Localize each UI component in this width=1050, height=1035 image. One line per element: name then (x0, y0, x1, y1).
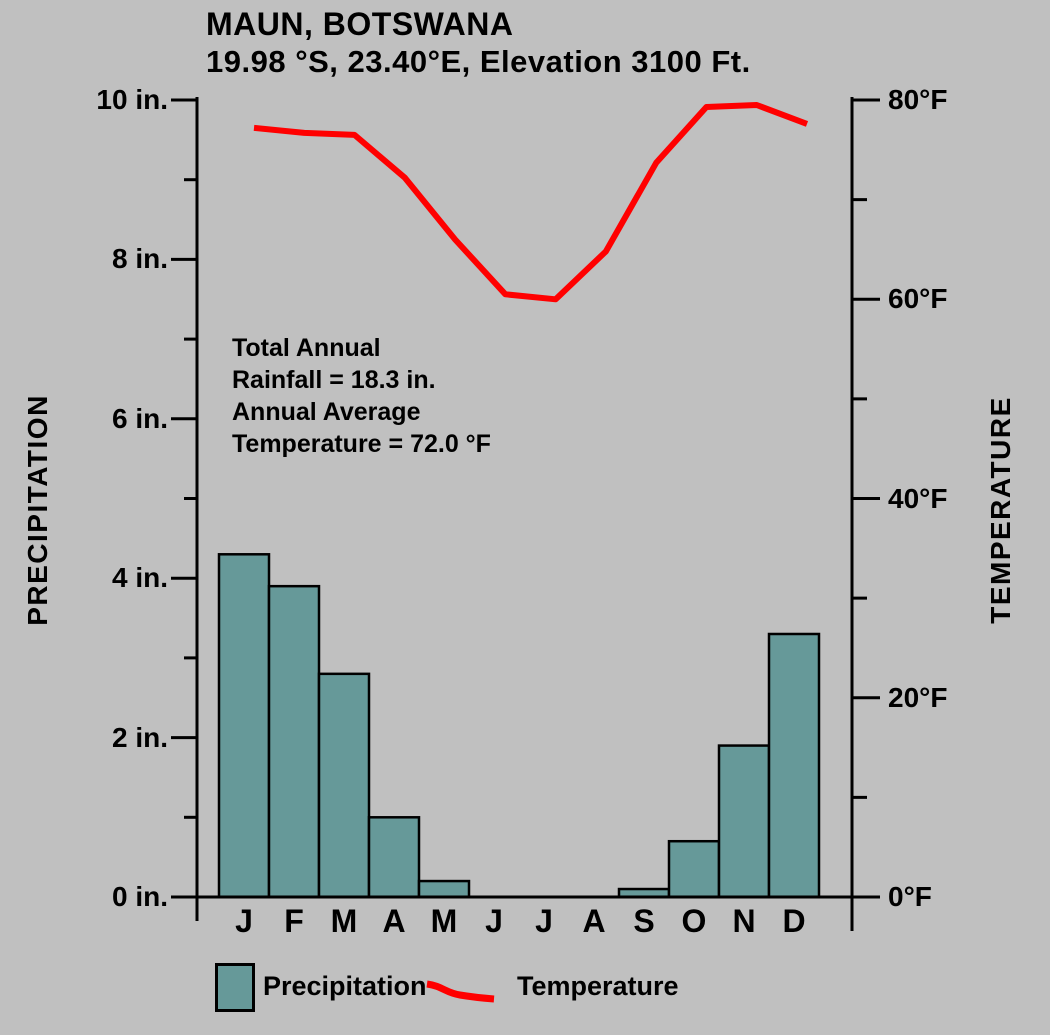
month-label: J (535, 903, 553, 939)
month-label: M (330, 903, 358, 939)
annotation-line: Annual Average (232, 398, 421, 426)
temperature-line (253, 102, 809, 303)
right-tick-label: 60°F (888, 283, 948, 315)
month-label: O (681, 903, 707, 939)
precip-bar (417, 879, 471, 899)
month-label: J (235, 903, 253, 939)
temperature-swatch-line (426, 980, 495, 1003)
left-tick-label: 10 in. (96, 84, 168, 115)
annotation-line: Total Annual (232, 334, 381, 362)
precip-bar (317, 672, 371, 899)
month-label: M (430, 903, 458, 939)
precipitation-swatch (215, 963, 255, 1012)
right-tick-label: 20°F (888, 681, 948, 713)
annotation-line: Temperature = 72.0 °F (232, 430, 491, 458)
precip-bar (367, 816, 421, 899)
month-label: A (582, 903, 606, 939)
left-tick-label: 8 in. (111, 243, 168, 275)
precip-bar (267, 584, 321, 899)
right-tick-label: 0°F (888, 881, 932, 912)
page-title: MAUN, BOTSWANA (206, 6, 514, 42)
month-label: J (485, 903, 503, 939)
left-tick-label: 0 in. (111, 881, 168, 912)
month-label: A (382, 903, 406, 939)
right-tick-label: 80°F (888, 84, 948, 115)
left-tick-label: 6 in. (111, 402, 168, 434)
chart-subtitle: 19.98 °S, 23.40°E, Elevation 3100 Ft. (206, 44, 751, 79)
month-label: N (732, 903, 756, 939)
month-label: S (633, 903, 655, 939)
legend-label-precipitation: Precipitation (263, 971, 427, 1001)
annotation-line: Rainfall = 18.3 in. (232, 366, 436, 394)
legend-label-temperature: Temperature (517, 971, 679, 1001)
left-tick-label: 2 in. (111, 721, 168, 753)
month-label: F (284, 903, 304, 939)
precip-bar (717, 744, 771, 899)
right-tick-label: 40°F (888, 482, 948, 514)
temperature-swatch (426, 980, 495, 1003)
precip-bar (667, 839, 721, 899)
month-label: D (782, 903, 806, 939)
left-tick-label: 4 in. (111, 562, 168, 594)
annotation-block: Total Annual Rainfall = 18.3 in. Annual … (232, 332, 491, 460)
precip-bar (217, 553, 271, 899)
precip-bar (767, 632, 821, 899)
